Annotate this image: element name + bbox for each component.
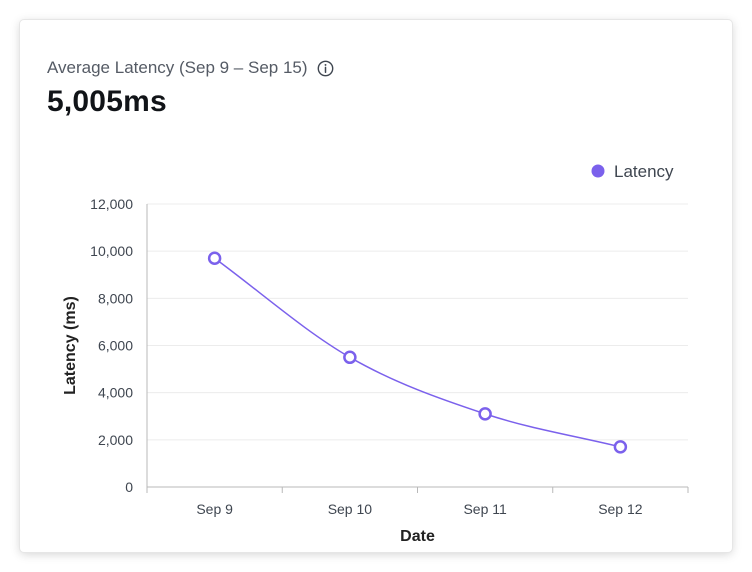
info-circle-icon[interactable] bbox=[317, 60, 334, 77]
legend-latency-label: Latency bbox=[614, 162, 674, 181]
latency-chart: 0 2,000 4,000 6,000 8,000 10,000 12,000 Sep 9 Se… bbox=[62, 162, 689, 545]
latency-point bbox=[613, 440, 628, 454]
y-tick-label: 0 bbox=[125, 479, 133, 495]
y-tick-label: 4,000 bbox=[98, 385, 133, 401]
x-tick-label: Sep 12 bbox=[598, 501, 643, 517]
metric-title-row: Average Latency (Sep 9 – Sep 15) bbox=[47, 57, 334, 79]
y-tick-label: 2,000 bbox=[98, 432, 133, 448]
y-tick-label: 10,000 bbox=[90, 243, 133, 259]
y-tick-label: 12,000 bbox=[90, 196, 133, 212]
latency-series-line bbox=[214, 257, 621, 448]
y-tick-label: 8,000 bbox=[98, 290, 133, 306]
latency-chart-area: 0 2,000 4,000 6,000 8,000 10,000 12,000 Sep 9 Se… bbox=[20, 20, 732, 552]
x-tick-label: Sep 10 bbox=[328, 501, 373, 517]
x-tick-label: Sep 9 bbox=[196, 501, 233, 517]
latency-card: Average Latency (Sep 9 – Sep 15) 5,005ms… bbox=[20, 20, 732, 552]
latency-point bbox=[478, 407, 492, 421]
latency-point bbox=[343, 350, 357, 365]
metric-title: Average Latency (Sep 9 – Sep 15) bbox=[47, 58, 308, 77]
x-tick-label: Sep 11 bbox=[463, 501, 507, 517]
latency-point bbox=[207, 251, 222, 265]
metric-value: 5,005ms bbox=[47, 85, 167, 118]
y-tick-label: 6,000 bbox=[98, 338, 133, 354]
y-axis-title: Latency (ms) bbox=[62, 296, 79, 395]
legend-latency-dot bbox=[591, 164, 605, 178]
x-axis-title: Date bbox=[400, 528, 435, 545]
